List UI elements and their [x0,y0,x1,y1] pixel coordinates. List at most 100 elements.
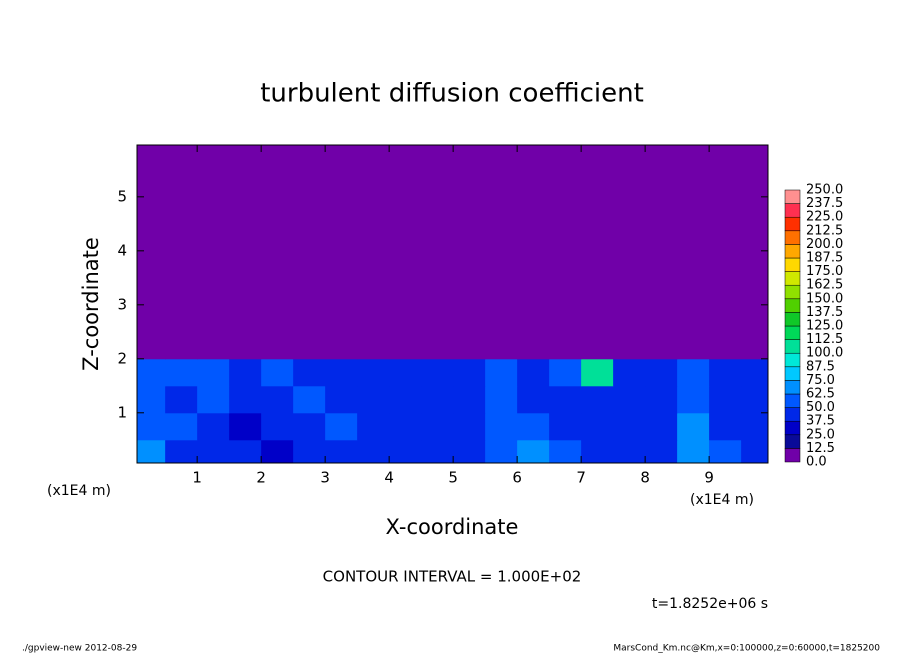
colorbar-swatch [784,434,801,449]
cell [517,439,550,463]
chart-title: turbulent diffusion coefficient [260,79,644,109]
colorbar-label: 75.0 [806,373,835,388]
colorbar-swatch [784,448,801,463]
colorbar-swatch [784,203,801,218]
cell [229,439,262,463]
cell [357,439,390,463]
cell [741,439,768,463]
cell [741,385,768,414]
colorbar-swatch [784,380,801,395]
colorbar-label: 37.5 [806,414,835,429]
cell [709,145,742,360]
cell [549,358,582,387]
colorbar-swatch [784,257,801,272]
cell [421,385,454,414]
cell [165,412,198,441]
y-tick-label: 5 [117,187,127,205]
cell [549,439,582,463]
cell [165,145,198,360]
cell [517,358,550,387]
x-tick-label: 3 [320,469,330,487]
cell [261,412,294,441]
cell [137,385,166,414]
footer: ./gpview-new 2012-08-29 [22,644,137,654]
colorbar-label: 87.5 [806,359,835,374]
cell [261,358,294,387]
cell [389,358,422,387]
cell [421,439,454,463]
cell [613,412,646,441]
cell [137,145,166,360]
cell [613,145,646,360]
cell [549,412,582,441]
cell [453,412,486,441]
cell [677,145,710,360]
cell [741,145,768,360]
x-tick-label: 8 [640,469,650,487]
cell [613,385,646,414]
cell [325,439,358,463]
x-unit: (x1E4 m) [690,492,754,508]
cell [261,439,294,463]
cell [741,412,768,441]
colorbar-swatch [784,339,801,354]
cell [261,145,294,360]
colorbar-swatch [784,352,801,368]
colorbar-swatch [784,284,801,300]
cell [517,145,550,360]
cell [581,385,614,414]
cell [485,412,518,441]
colorbar-label: 100.0 [806,346,843,361]
cell [229,145,262,360]
colorbar-label: 62.5 [806,387,835,402]
cell [421,358,454,387]
colorbar-label: 150.0 [806,291,843,306]
cell [677,385,710,414]
cell [293,358,326,387]
colorbar-swatch [784,216,801,232]
field [137,145,768,463]
y-tick-label: 4 [117,241,127,259]
footer: MarsCond_Km.nc@Km,x=0:100000,z=0:60000,t… [613,644,880,654]
colorbar-swatch [784,420,801,436]
colorbar-label: 125.0 [806,319,843,334]
cell [549,385,582,414]
cell [581,145,614,360]
cell [613,439,646,463]
cell [357,412,390,441]
cell [453,358,486,387]
colorbar-swatch [784,271,801,286]
cell [389,145,422,360]
cell [229,358,262,387]
cell [645,439,678,463]
cell [549,145,582,360]
plot-frame [136,144,769,464]
colorbar-swatch [784,407,801,422]
cell [293,412,326,441]
colorbar-label: 237.5 [806,196,843,211]
colorbar-label: 12.5 [806,441,835,456]
x-unit: (x1E4 m) [47,483,111,499]
cell [325,412,358,441]
y-axis-label: Z-coordinate [79,237,103,371]
colorbar-label: 187.5 [806,251,843,266]
colorbar-label: 212.5 [806,223,843,238]
colorbar-swatch [784,366,801,381]
x-tick-label: 7 [576,469,586,487]
colorbar-swatch [784,298,801,313]
cell [485,385,518,414]
y-tick-label: 3 [117,295,127,313]
cell [581,439,614,463]
y-tick-label: 2 [117,349,127,367]
colorbar-swatch [784,230,801,245]
x-axis-label: X-coordinate [386,515,519,539]
cell [197,439,230,463]
x-tick-label: 5 [448,469,458,487]
cell [485,145,518,360]
cell [517,385,550,414]
cell [197,412,230,441]
cell [165,385,198,414]
cell [709,358,742,387]
